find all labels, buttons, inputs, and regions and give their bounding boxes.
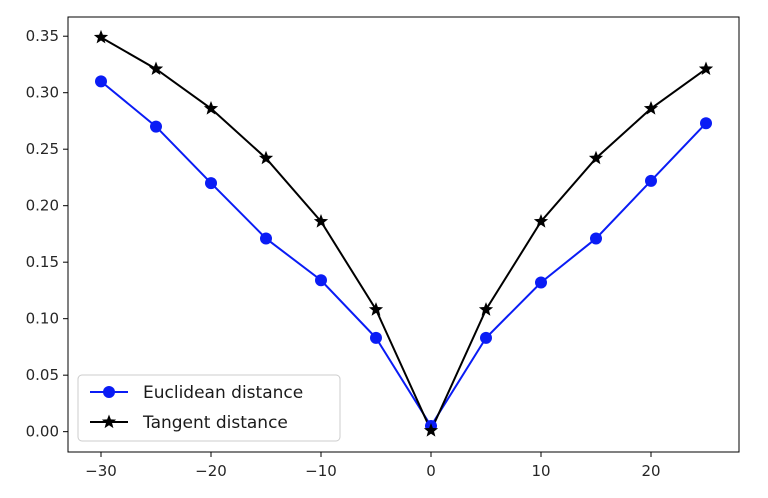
data-point-tangent	[533, 214, 549, 228]
series-line-euclidean	[100, 80, 707, 428]
y-tick-label: 0.25	[26, 140, 59, 158]
data-point-euclidean	[590, 232, 602, 245]
legend-marker-tangent	[101, 414, 117, 429]
x-tick-label: −20	[195, 462, 227, 480]
y-tick-label: 0.10	[26, 310, 59, 328]
y-tick-label: 0.20	[26, 197, 59, 215]
data-point-tangent	[203, 101, 219, 115]
x-tick-label: 10	[531, 462, 550, 480]
data-point-euclidean	[700, 117, 712, 130]
data-point-tangent	[478, 302, 494, 316]
data-point-tangent	[588, 150, 604, 165]
data-point-euclidean	[480, 331, 492, 344]
data-point-euclidean	[645, 174, 657, 187]
y-tick-label: 0.05	[26, 366, 59, 384]
data-point-tangent	[698, 61, 714, 76]
data-point-euclidean	[370, 331, 382, 344]
x-tick-label: 20	[641, 462, 660, 480]
y-tick-label: 0.30	[26, 84, 59, 102]
data-point-euclidean	[205, 177, 217, 190]
legend-marker-euclidean	[103, 386, 115, 398]
data-point-euclidean	[535, 276, 547, 289]
data-point-euclidean	[315, 274, 327, 287]
y-tick-label: 0.15	[26, 253, 59, 271]
y-axis: 0.00 0.05 0.10 0.15 0.20 0.25 0.30 0.35	[26, 27, 68, 441]
x-axis: −30 −20 −10 0 10 20	[85, 452, 661, 480]
data-point-euclidean	[150, 120, 162, 133]
series-layer	[93, 29, 714, 437]
x-tick-label: 0	[426, 462, 436, 480]
x-tick-label: −10	[305, 462, 337, 480]
data-point-tangent	[423, 423, 439, 437]
data-point-tangent	[93, 29, 109, 44]
legend-label-tangent: Tangent distance	[142, 413, 288, 433]
data-point-euclidean	[95, 75, 107, 88]
y-tick-label: 0.35	[26, 27, 59, 45]
legend-box	[77, 374, 341, 442]
data-point-tangent	[368, 302, 384, 316]
legend-label-euclidean: Euclidean distance	[143, 383, 303, 403]
data-point-euclidean	[260, 232, 272, 245]
legend: Euclidean distance Tangent distance	[77, 374, 341, 442]
x-tick-label: −30	[85, 462, 117, 480]
series-line-tangent	[100, 36, 707, 433]
data-point-tangent	[313, 214, 329, 228]
data-point-tangent	[643, 101, 659, 115]
data-point-tangent	[148, 61, 164, 76]
data-point-tangent	[258, 150, 274, 165]
y-tick-label: 0.00	[26, 423, 59, 441]
